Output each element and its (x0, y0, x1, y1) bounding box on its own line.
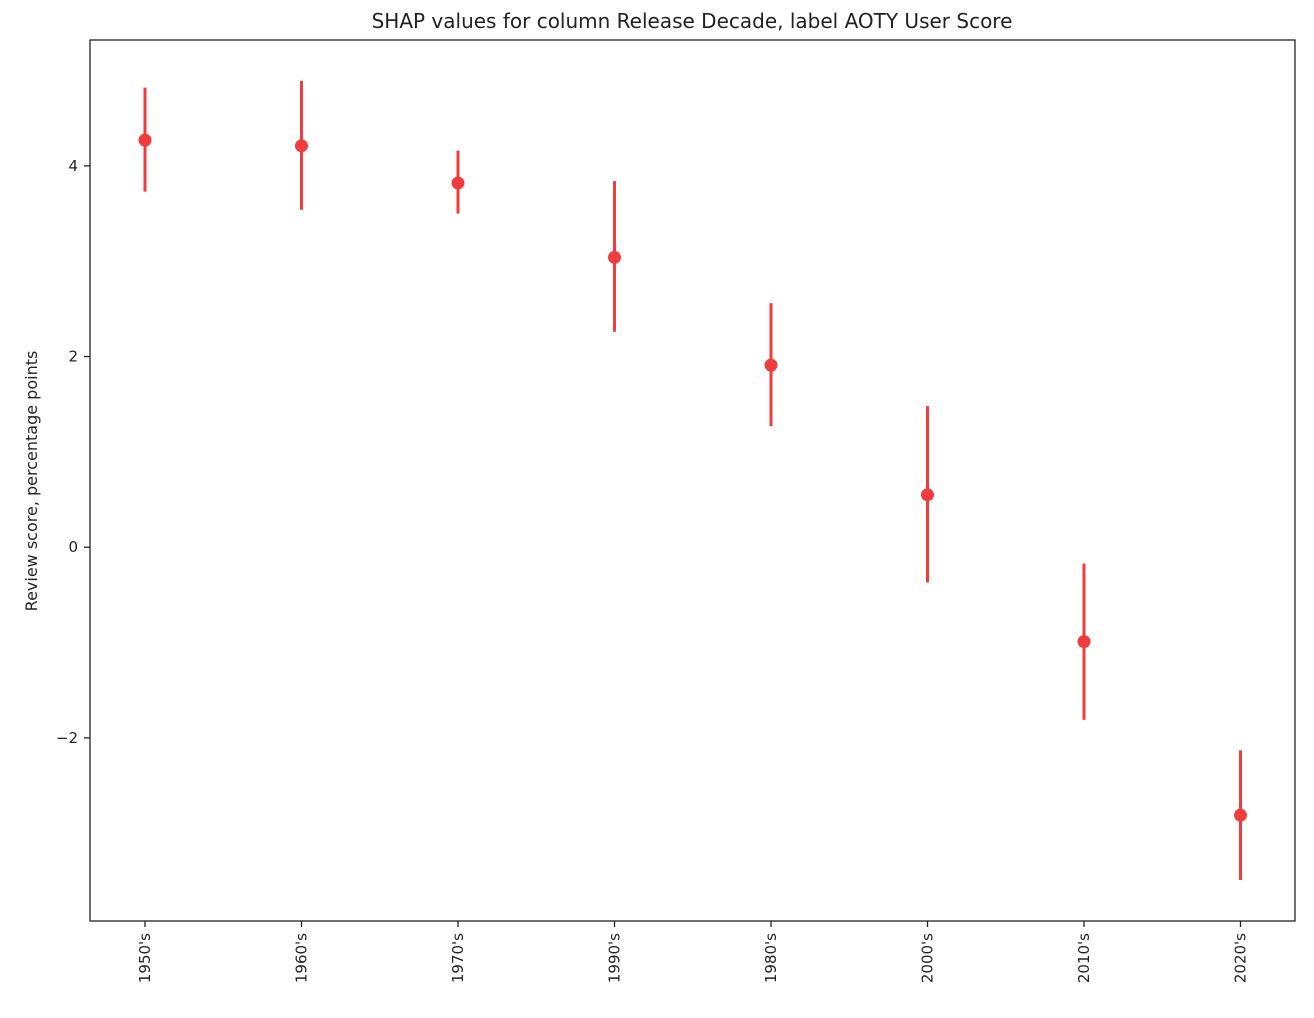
y-axis-label: Review score, percentage points (22, 351, 41, 612)
x-tick-label: 1990's (606, 933, 624, 983)
y-tick-label: −2 (56, 729, 78, 747)
data-point (295, 139, 308, 153)
data-marks (138, 80, 1247, 881)
y-tick-label: 4 (68, 157, 78, 175)
x-tick-label: 1960's (293, 933, 311, 983)
x-tick-label: 1950's (136, 933, 154, 983)
data-point (608, 250, 621, 264)
x-tick-label: 2020's (1232, 933, 1250, 983)
data-point (764, 358, 778, 372)
y-tick-label: 2 (68, 348, 78, 366)
x-tick-label: 1970's (449, 933, 467, 983)
x-axis-ticks: 1950's 1960's 1970's 1990's 1980's 2000's 2010… (136, 921, 1250, 983)
x-tick-label: 2000's (919, 933, 937, 983)
x-tick-label: 1980's (762, 933, 780, 983)
data-point (1234, 808, 1247, 822)
data-point (451, 176, 465, 190)
plot-frame (89, 39, 1296, 922)
data-point (1077, 635, 1091, 649)
data-point (921, 488, 934, 502)
chart-title: SHAP values for column Release Decade, l… (372, 9, 1013, 33)
data-point (138, 133, 152, 147)
y-tick-label: 0 (68, 538, 78, 556)
x-tick-label: 2010's (1075, 933, 1093, 983)
y-axis-ticks: −2 0 2 4 (56, 157, 90, 747)
